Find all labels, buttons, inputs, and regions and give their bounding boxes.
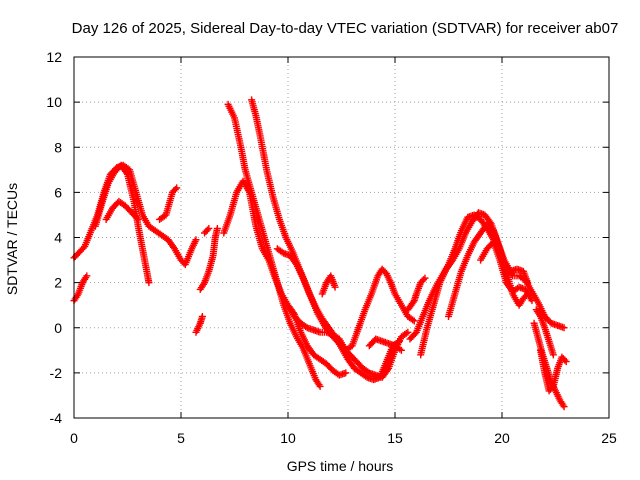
data-point [331,283,339,291]
y-tick-label: 4 [54,230,62,246]
y-tick-label: 6 [54,184,62,200]
data-point [562,358,570,366]
grid [74,57,609,418]
data-point [134,215,142,223]
data-point [83,272,91,280]
x-tick-label: 20 [494,430,510,446]
series-track [284,301,350,379]
data-point [198,312,206,320]
data-point [548,384,556,392]
y-tick-label: -2 [50,365,63,381]
data-point [171,185,179,193]
data-point [316,382,324,390]
data-point [213,224,221,232]
x-tick-label: 5 [177,430,185,446]
data-point [420,276,428,284]
data-point [421,274,429,282]
data-point [409,298,417,306]
series-track [192,312,206,336]
data-point [289,309,297,317]
series-track [91,161,153,287]
data-point [409,316,417,324]
y-tick-label: 8 [54,139,62,155]
y-tick-label: 12 [46,49,62,65]
data-series [70,96,570,411]
data-point [203,226,211,234]
y-tick-label: 10 [46,94,62,110]
axis-ticks: 0 5 10 15 20 25 -4 -2 0 2 4 6 8 10 12 [46,49,617,446]
data-point [560,403,568,411]
series-track [477,238,536,305]
y-axis-label: SDTVAR / TECUs [4,183,20,295]
series-track [156,184,181,223]
data-point [205,224,213,232]
data-point [410,317,418,325]
data-point [528,297,536,305]
series-track [102,197,142,223]
data-point [145,279,153,287]
x-tick-label: 0 [70,430,78,446]
data-point [395,337,403,345]
x-tick-label: 15 [387,430,403,446]
data-point [397,346,405,354]
data-point [122,169,130,177]
data-point [192,236,200,244]
data-point [342,369,350,377]
y-tick-label: 2 [54,275,62,291]
data-point [173,184,181,192]
series-track [537,346,570,395]
series-track [201,224,213,237]
data-point [404,328,412,336]
chart-title: Day 126 of 2025, Sidereal Day-to-day VTE… [72,20,619,37]
data-point [402,329,410,337]
data-point [549,351,557,359]
data-point [396,345,404,353]
series-track [224,100,324,390]
data-point [561,356,569,364]
y-tick-label: 0 [54,320,62,336]
y-tick-label: -4 [50,410,63,426]
data-point [560,324,568,332]
x-tick-label: 25 [601,430,617,446]
series-track [196,224,221,293]
series-track [318,272,339,298]
x-tick-label: 10 [280,430,296,446]
data-point [524,279,532,287]
data-point [133,214,141,222]
series-track [532,306,557,359]
series-track [404,274,429,314]
x-axis-label: GPS time / hours [287,458,394,474]
series-track [365,335,405,354]
series-track [70,272,91,305]
